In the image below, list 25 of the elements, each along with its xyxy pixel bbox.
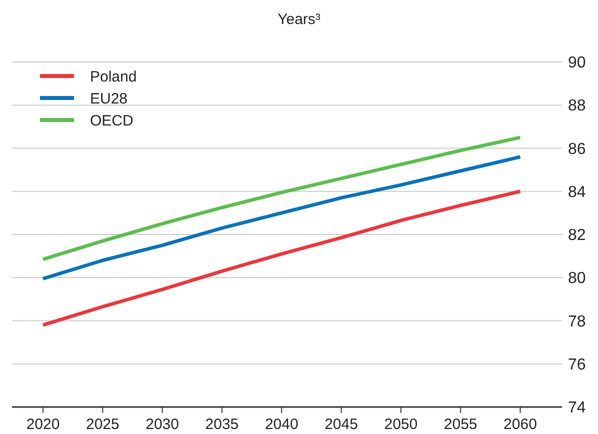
y-tick-label: 86 [568,140,586,158]
x-tick-label: 2035 [205,416,239,433]
legend-label: Poland [90,68,137,86]
x-tick-label: 2025 [86,416,120,433]
line-series [41,155,522,280]
legend-label: OECD [90,112,134,130]
legend-label: EU28 [90,90,128,108]
x-tick-label: 2045 [324,416,358,433]
y-tick-label: 74 [568,400,586,417]
x-tick-label: 2050 [384,416,418,433]
x-tick-label: 2055 [444,416,478,433]
y-tick-label: 78 [568,313,586,330]
x-tick-label: 2060 [504,416,537,433]
x-tick-label: 2040 [264,416,298,433]
y-tick-label: 84 [568,184,586,201]
x-tick-label: 2020 [26,416,60,433]
y-tick-label: 76 [568,356,586,374]
line-series [41,190,522,327]
chart-subtitle: Years³ [278,11,320,28]
y-tick-label: 80 [568,270,586,288]
y-tick-label: 90 [568,54,586,72]
y-tick-label: 82 [568,227,586,244]
y-tick-label: 88 [568,98,586,115]
x-tick-label: 2030 [146,416,180,433]
line-series [41,136,522,262]
